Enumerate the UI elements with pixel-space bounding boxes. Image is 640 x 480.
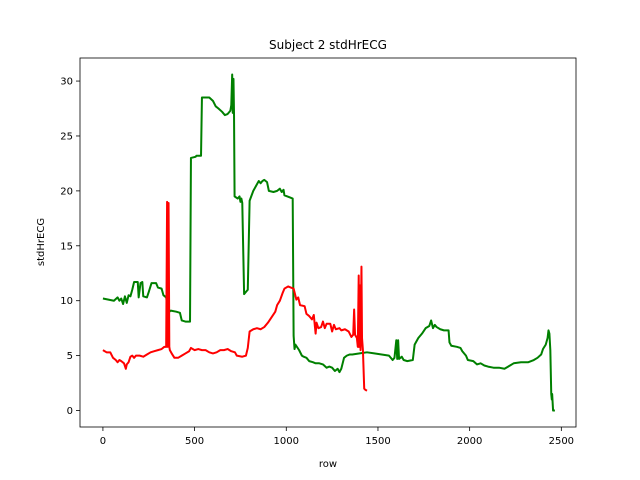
series-line-2 xyxy=(102,200,368,392)
chart-title: Subject 2 stdHrECG xyxy=(269,38,387,52)
x-tick-label: 2000 xyxy=(457,436,482,447)
x-tick-label: 2500 xyxy=(549,436,574,447)
x-axis: 0 500 1000 1500 2000 2500 xyxy=(100,427,574,447)
y-tick-label: 20 xyxy=(60,186,73,197)
y-tick-label: 10 xyxy=(60,296,73,307)
y-tick-label: 25 xyxy=(60,131,73,142)
x-tick-label: 1000 xyxy=(274,436,299,447)
y-tick-label: 5 xyxy=(67,351,73,362)
x-tick-label: 1500 xyxy=(365,436,390,447)
y-tick-label: 30 xyxy=(60,77,73,88)
y-tick-label: 15 xyxy=(60,241,73,252)
x-axis-label: row xyxy=(319,459,337,470)
plot-frame xyxy=(79,57,577,428)
y-axis: 0 5 10 15 20 25 30 xyxy=(60,77,80,417)
y-axis-label: stdHrECG xyxy=(36,218,47,266)
x-tick-label: 500 xyxy=(185,436,204,447)
series-layer xyxy=(102,73,555,412)
y-tick-label: 0 xyxy=(67,406,73,417)
x-tick-label: 0 xyxy=(100,436,106,447)
